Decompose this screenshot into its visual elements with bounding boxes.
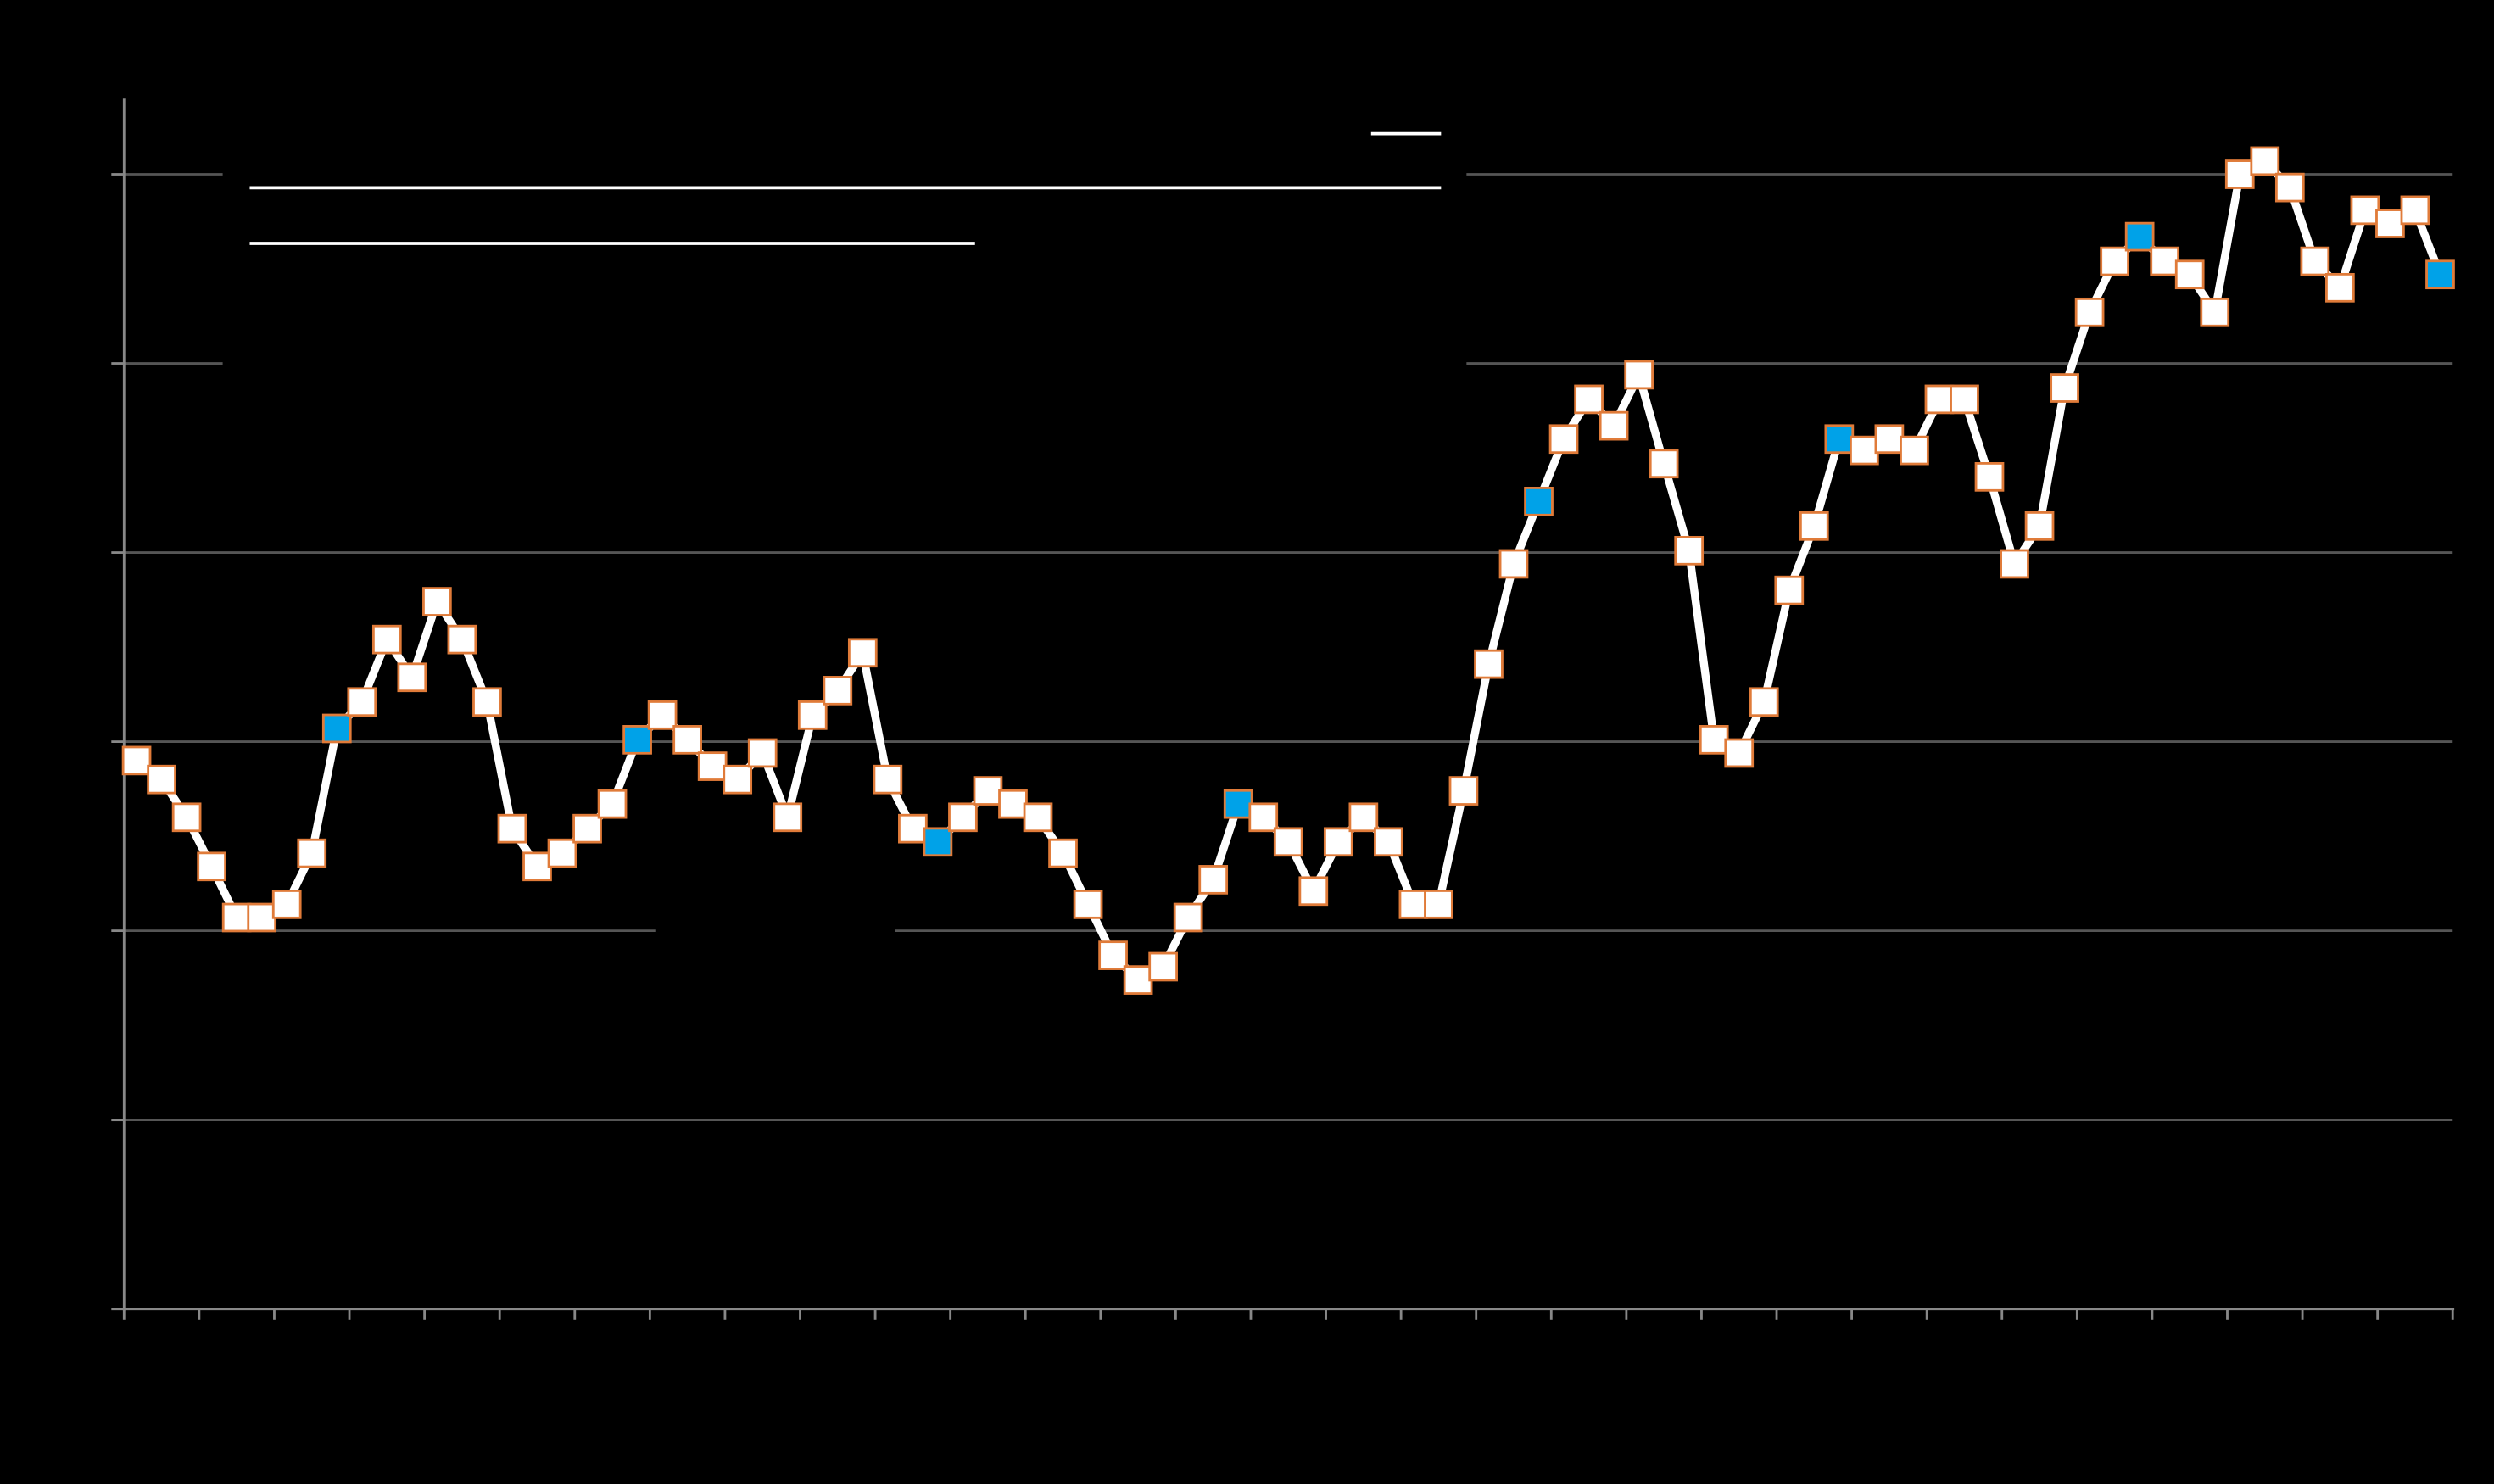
point-marker [1323,827,1353,857]
point-marker [472,687,502,717]
point-marker [647,700,678,730]
point-marker [547,838,577,868]
point-marker [2375,209,2405,238]
point-marker [1574,384,1604,415]
point-marker [1123,965,1153,995]
point-marker [1098,940,1128,970]
point-marker [1799,510,1829,541]
point-marker [1424,890,1453,919]
point-marker [1724,738,1755,768]
point-marker [1548,424,1579,455]
legend-box [222,95,1467,374]
point-marker [723,764,753,795]
point-marker [2350,195,2380,226]
point-marker [2425,259,2455,290]
point-marker [797,700,828,730]
point-marker [1073,890,1103,919]
point-marker [1624,360,1654,390]
point-marker [2000,549,2029,579]
point-marker [1649,449,1679,479]
point-marker [221,902,252,933]
point-marker [572,813,602,844]
point-marker [923,827,953,857]
point-marker [873,764,903,795]
point-marker [1874,424,1905,455]
point-marker [597,789,628,819]
point-marker [371,624,402,655]
point-marker [823,676,853,706]
point-marker [422,587,452,616]
point-marker [1173,902,1203,933]
point-marker [2325,272,2355,303]
point-marker [147,764,176,795]
point-marker [297,838,327,868]
point-marker [973,776,1003,806]
point-marker [948,802,978,833]
point-marker [1924,384,1955,415]
point-marker [1699,725,1729,755]
point-marker [2050,373,2079,403]
point-marker [898,813,928,844]
point-marker [773,802,803,833]
point-marker [1198,865,1229,895]
point-marker [497,813,527,844]
point-marker [1048,838,1078,868]
point-marker [171,802,202,833]
point-marker [321,713,352,744]
annotation-box [655,914,895,947]
point-marker [2200,297,2230,327]
point-marker [1749,687,1779,717]
point-marker [2224,159,2255,189]
point-marker [271,890,302,919]
point-marker [1824,424,1855,455]
point-marker [1348,802,1379,833]
point-marker [2250,146,2280,176]
point-marker [1674,535,1705,566]
point-marker [1273,827,1303,857]
point-marker [672,725,702,755]
point-marker [622,725,652,755]
point-marker [1374,827,1403,857]
point-marker [1474,649,1504,679]
point-marker [847,638,878,668]
plot-area [121,146,2455,995]
point-marker [1298,876,1329,907]
point-marker [2174,259,2205,290]
x-ticks [122,1308,2454,1320]
point-marker [1448,776,1479,806]
point-marker [2274,172,2305,203]
point-marker [247,902,277,933]
point-marker [2024,510,2055,541]
point-marker [2400,195,2430,226]
point-marker [747,738,778,768]
point-marker [121,745,152,776]
point-marker [1398,890,1429,919]
point-marker [1900,435,1929,466]
point-marker [522,851,552,882]
point-marker [1223,789,1253,819]
point-marker [2074,297,2105,327]
point-marker [1774,575,1805,605]
point-marker [998,789,1028,819]
point-marker [697,751,728,781]
point-marker [447,624,477,655]
point-marker [1524,486,1554,516]
point-marker [1023,802,1053,833]
point-marker [1498,549,1529,579]
point-marker [2150,246,2180,276]
point-marker [2300,246,2330,276]
point-marker [1850,435,1879,466]
point-marker [2100,246,2129,276]
point-marker [1974,462,2005,492]
point-marker [197,851,226,882]
point-marker [1248,802,1279,833]
point-marker [1148,951,1178,982]
point-marker [347,687,377,717]
point-marker [1599,410,1629,441]
point-marker [2124,221,2155,252]
point-marker [397,662,427,693]
point-marker [1950,384,1979,415]
